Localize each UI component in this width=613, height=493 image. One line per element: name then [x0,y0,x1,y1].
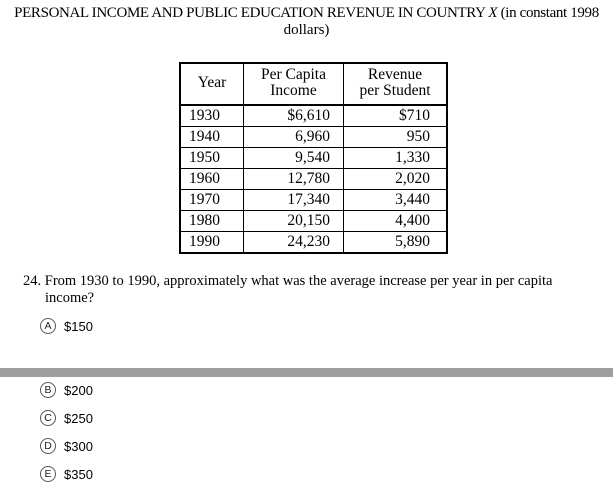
table-row: 1930 $6,610 $710 [180,105,447,127]
choice-b-bubble[interactable]: B [40,382,56,398]
cell-revenue: $710 [343,105,447,127]
cell-revenue: 950 [343,126,447,148]
title-line2: dollars) [283,22,330,38]
income-revenue-table: Year Per Capita Income Revenue per Student… [179,62,448,254]
choice-a[interactable]: A $150 [40,316,93,336]
choice-b-label: $200 [64,382,93,398]
cell-year: 1960 [180,168,244,190]
question-line1: From 1930 to 1990, approximately what wa… [44,273,553,289]
title-suffix: (in constant 1998 [497,5,600,21]
cell-income: 9,540 [243,147,344,169]
choice-e-bubble[interactable]: E [40,466,56,482]
cell-year: 1970 [180,189,244,211]
cell-revenue: 5,890 [395,233,430,250]
choice-d-label: $300 [64,438,93,454]
choice-a-bubble[interactable]: A [40,318,56,334]
choice-a-label: $150 [64,318,93,334]
page-title: PERSONAL INCOME AND PUBLIC EDUCATION REV… [0,4,613,23]
table-row: 1940 6,960 950 [180,126,447,148]
cell-year: 1930 [180,105,244,127]
question-text: 24. From 1930 to 1990, approximately wha… [23,273,598,307]
section-divider [0,368,613,377]
choice-b[interactable]: B $200 [40,380,93,400]
cell-year: 1950 [180,147,244,169]
table-row: 1980 20,150 4,400 [180,210,447,232]
table-row: 1960 12,780 2,020 [180,168,447,190]
choice-c[interactable]: C $250 [40,408,93,428]
cell-income: $6,610 [243,105,344,127]
cell-revenue: 2,020 [343,168,447,190]
question-number: 24. [23,273,42,289]
cell-year: 1990 [180,231,244,253]
choice-d[interactable]: D $300 [40,436,93,456]
choice-c-bubble[interactable]: C [40,410,56,426]
header-income: Per Capita Income [243,63,344,106]
choice-e[interactable]: E $350 [40,464,93,484]
choice-e-label: $350 [64,466,93,482]
title-variable: X [488,5,498,21]
cell-income: 24,230 [243,231,344,253]
cell-income: 12,780 [243,168,344,190]
question-line2: income? [45,290,95,306]
title-text: PERSONAL INCOME AND PUBLIC EDUCATION REV… [14,5,489,21]
table-row: 1950 9,540 1,330 [180,147,447,169]
cell-income: 20,150 [243,210,344,232]
choice-d-bubble[interactable]: D [40,438,56,454]
table-header-row: Year Per Capita Income Revenue per Student [180,63,447,106]
cell-revenue: 1,330 [343,147,447,169]
cell-year: 1980 [180,210,244,232]
cell-income: 6,960 [243,126,344,148]
header-year: Year [180,63,244,106]
cell-year: 1940 [180,126,244,148]
table-row: 1970 17,340 3,440 [180,189,447,211]
header-revenue: Revenue per Student [343,63,447,106]
cell-revenue: 4,400 [343,210,447,232]
table-row: 1990 24,230 5,890 [180,231,447,253]
choice-c-label: $250 [64,410,93,426]
cell-revenue: 3,440 [343,189,447,211]
cell-income: 17,340 [243,189,344,211]
